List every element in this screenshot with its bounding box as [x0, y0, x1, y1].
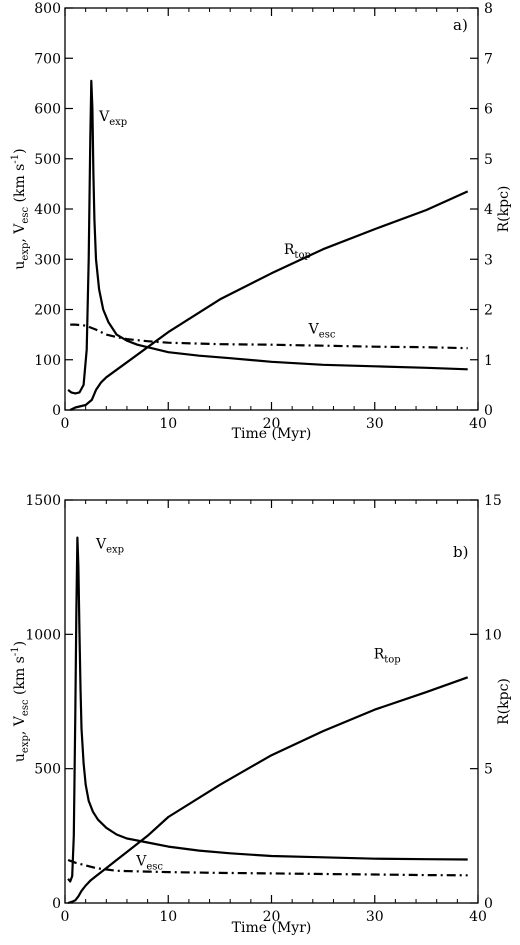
series-vexp-line: [67, 79, 468, 395]
curve-label-vexp: Vexp: [95, 536, 124, 555]
y-tick-label: 0: [52, 896, 61, 912]
y2-tick-label: 15: [484, 493, 502, 509]
x-tick-label: 40: [469, 416, 487, 432]
curve-label-vexp: Vexp: [98, 109, 127, 128]
curve-label-vesc: Vesc: [135, 853, 163, 872]
y-tick-label: 1000: [25, 627, 61, 643]
curve-label-rtop: Rtop: [284, 242, 311, 261]
y2-tick-label: 4: [484, 202, 493, 218]
series-vesc-line: [70, 323, 468, 350]
y-tick-label: 200: [34, 303, 61, 319]
x-tick-label: 10: [159, 909, 177, 925]
y-tick-label: 1500: [25, 493, 61, 509]
x-tick-label: 20: [263, 416, 281, 432]
y2-tick-label: 7: [484, 51, 493, 67]
plot-frame: [64, 499, 479, 904]
series-vesc-line: [67, 858, 468, 877]
y-tick-label: 100: [34, 353, 61, 369]
x-tick-label: 40: [469, 909, 487, 925]
y-axis-label: uexp, Vesc (km s-1): [10, 641, 31, 762]
x-axis-label: Time (Myr): [232, 426, 312, 442]
y-tick-label: 300: [34, 252, 61, 268]
y-tick-label: 0: [52, 403, 61, 419]
plot-frame: [64, 7, 479, 411]
y2-tick-label: 5: [484, 152, 493, 168]
y2-axis-label: R(kpc): [496, 186, 512, 233]
y-tick-label: 400: [34, 202, 61, 218]
y2-tick-label: 10: [484, 627, 502, 643]
y2-axis-label: R(kpc): [496, 678, 512, 725]
x-tick-label: 0: [61, 909, 70, 925]
y2-tick-label: 0: [484, 896, 493, 912]
y2-tick-label: 0: [484, 403, 493, 419]
y-tick-label: 700: [34, 51, 61, 67]
y2-tick-label: 1: [484, 353, 493, 369]
panel-label: b): [453, 543, 468, 561]
x-tick-label: 0: [61, 416, 70, 432]
y2-tick-label: 6: [484, 102, 493, 118]
y-tick-label: 500: [34, 152, 61, 168]
series-rtop-line: [69, 190, 469, 411]
x-tick-label: 30: [366, 909, 384, 925]
y2-tick-label: 8: [484, 1, 493, 17]
panel-label: a): [453, 16, 468, 34]
y-tick-label: 500: [34, 762, 61, 778]
x-tick-label: 30: [366, 416, 384, 432]
y-tick-label: 600: [34, 102, 61, 118]
y2-tick-label: 3: [484, 252, 493, 268]
x-axis-label: Time (Myr): [232, 920, 312, 936]
x-tick-label: 20: [263, 909, 281, 925]
y-axis-label: uexp, Vesc (km s-1): [10, 148, 31, 269]
y2-tick-label: 2: [484, 303, 493, 319]
curve-label-vesc: Vesc: [308, 322, 336, 341]
series-rtop-line: [67, 676, 469, 905]
x-tick-label: 10: [159, 416, 177, 432]
y2-tick-label: 5: [484, 762, 493, 778]
curve-label-rtop: Rtop: [374, 647, 401, 666]
y-tick-label: 800: [34, 1, 61, 17]
panel-a: 0 10 20 30 400100200300400500600700800012345…: [10, 1, 512, 442]
series-vexp-line: [67, 536, 468, 883]
